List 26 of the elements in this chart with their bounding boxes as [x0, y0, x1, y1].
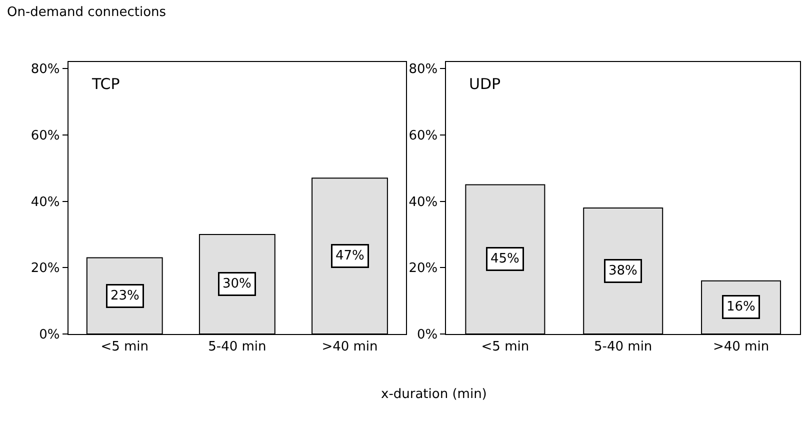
- data-label: 47%: [336, 248, 364, 264]
- x-tick-label: >40 min: [322, 340, 378, 355]
- annotation: UDP: [469, 75, 501, 93]
- data-label: 23%: [110, 288, 140, 304]
- data-label: 45%: [490, 252, 520, 266]
- data-label: 30%: [222, 276, 252, 292]
- y-tick-label: 0%: [416, 328, 438, 343]
- y-tick-label: 40%: [408, 194, 438, 210]
- x-tick-label: >40 min: [712, 340, 770, 355]
- data-label: 16%: [726, 300, 756, 314]
- x-tick-label: <5 min: [481, 340, 530, 355]
- x-tick-label: 5-40 min: [594, 340, 652, 355]
- y-tick-label: 80%: [408, 62, 438, 78]
- x-axis-title: x-duration (min): [381, 387, 487, 402]
- x-tick-label: 5-40 min: [208, 340, 266, 355]
- y-tick-label: 60%: [408, 128, 438, 144]
- y-tick-label: 20%: [408, 261, 438, 276]
- y-tick-label: 0%: [39, 328, 60, 343]
- data-label: 38%: [608, 264, 638, 278]
- y-tick-label: 60%: [30, 128, 60, 144]
- annotation: TCP: [91, 75, 120, 93]
- y-tick-label: 20%: [30, 261, 60, 276]
- x-tick-label: <5 min: [100, 340, 149, 355]
- y-tick-label: 40%: [30, 194, 60, 210]
- chart-title: On-demand connections: [7, 5, 166, 20]
- y-tick-label: 80%: [30, 62, 60, 78]
